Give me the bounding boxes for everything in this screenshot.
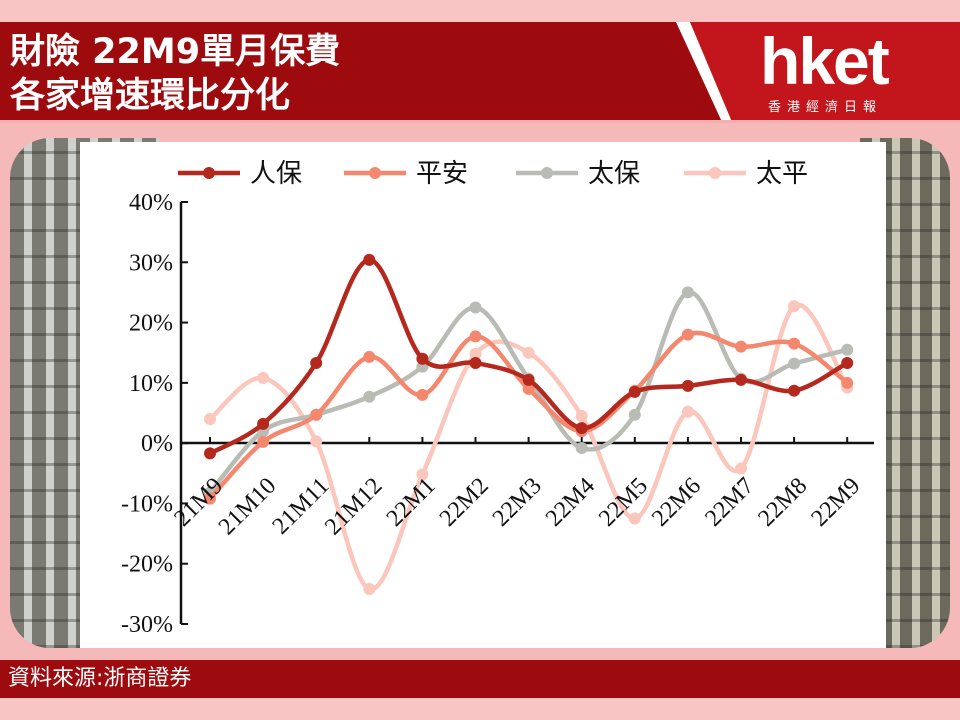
data-point-series-3 [363, 390, 376, 403]
data-point-series-1 [204, 447, 216, 460]
data-point-series-1 [841, 356, 854, 369]
data-point-series-4 [469, 347, 482, 360]
y-tick-label: 10% [129, 371, 173, 397]
data-point-series-4 [416, 468, 429, 481]
y-tick-label: 0% [141, 431, 173, 457]
y-tick-label: 30% [129, 250, 173, 276]
x-tick-label: 22M1 [382, 473, 441, 532]
data-point-series-4 [788, 300, 801, 313]
source-note: 資料來源:浙商證券 [8, 666, 192, 691]
data-point-series-4 [681, 405, 694, 418]
x-tick-label: 22M7 [700, 473, 759, 532]
data-point-series-2 [522, 382, 535, 395]
x-tick-label: 22M9 [807, 473, 866, 532]
data-point-series-4 [522, 346, 535, 359]
header-separator [0, 120, 960, 123]
data-point-series-3 [575, 441, 588, 454]
data-point-series-4 [628, 512, 641, 525]
data-point-series-3 [469, 301, 482, 314]
chart-panel: 40% 30% 20% 10% 0% -10% -20% -30% 21M9 21M10 21M11… [80, 142, 886, 648]
series-line-4 [207, 302, 850, 592]
logo-subtitle: 香港經濟日報 [768, 100, 883, 115]
data-point-series-1 [310, 356, 323, 369]
data-point-series-4 [257, 372, 270, 385]
data-point-series-3 [681, 286, 694, 299]
data-point-series-2 [469, 330, 482, 343]
data-point-series-4 [575, 410, 588, 423]
data-point-series-2 [681, 328, 694, 341]
x-tick-label: 22M5 [594, 473, 653, 532]
legend-swatch-marker [709, 167, 721, 179]
footer-bar: 資料來源:浙商證券 [0, 660, 960, 698]
x-tick-label: 22M3 [488, 473, 547, 532]
data-point-series-3 [628, 408, 641, 421]
legend-label: 太保 [588, 159, 640, 189]
data-point-series-1 [522, 373, 535, 386]
data-point-series-1 [735, 373, 747, 386]
header-banner: 財險 22M9單月保費 各家增速環比分化 hket 香港經濟日報 [0, 22, 960, 122]
data-point-series-4 [204, 413, 216, 426]
data-point-series-1 [788, 384, 801, 397]
x-tick-label: 22M2 [435, 473, 494, 532]
data-point-series-2 [204, 492, 216, 505]
data-point-series-1 [363, 253, 376, 266]
data-point-series-2 [310, 408, 323, 421]
data-point-series-3 [841, 343, 854, 356]
data-point-series-1 [681, 379, 694, 392]
data-point-series-2 [841, 376, 854, 389]
data-point-series-3 [788, 357, 801, 370]
line-chart: 40%30%20%10%0%-10%-20%-30%21M921M1021M11… [121, 159, 874, 638]
data-point-series-1 [575, 422, 588, 435]
data-point-series-2 [788, 337, 801, 350]
bottom-strip [0, 698, 960, 720]
legend-label: 人保 [250, 159, 302, 189]
data-point-series-1 [628, 385, 641, 398]
hket-logo[interactable]: hket [760, 24, 890, 98]
y-tick-label: -10% [121, 491, 173, 517]
legend-label: 平安 [416, 159, 468, 189]
data-point-series-1 [469, 356, 482, 369]
data-point-series-2 [735, 340, 747, 353]
data-point-series-4 [735, 462, 747, 475]
logo-panel [690, 22, 960, 122]
data-point-series-1 [257, 417, 270, 430]
y-tick-label: 20% [129, 311, 173, 337]
data-point-series-4 [363, 583, 376, 596]
x-tick-label: 22M8 [753, 473, 812, 532]
data-point-series-4 [310, 435, 323, 448]
data-point-series-1 [416, 352, 429, 365]
data-point-series-2 [257, 435, 270, 448]
y-tick-label: 40% [129, 190, 173, 216]
x-tick-label: 22M4 [541, 473, 600, 532]
y-tick-label: -30% [121, 612, 173, 638]
data-point-series-2 [416, 388, 429, 401]
y-tick-label: -20% [121, 552, 173, 578]
x-tick-label: 21M11 [268, 473, 335, 540]
legend-swatch-marker [203, 167, 215, 179]
page-title: 財險 22M9單月保費 各家增速環比分化 [10, 32, 341, 116]
legend-swatch-marker [369, 167, 381, 179]
data-point-series-2 [363, 350, 376, 363]
legend-label: 太平 [756, 159, 808, 189]
top-strip [0, 0, 960, 22]
legend-swatch-marker [541, 167, 553, 179]
